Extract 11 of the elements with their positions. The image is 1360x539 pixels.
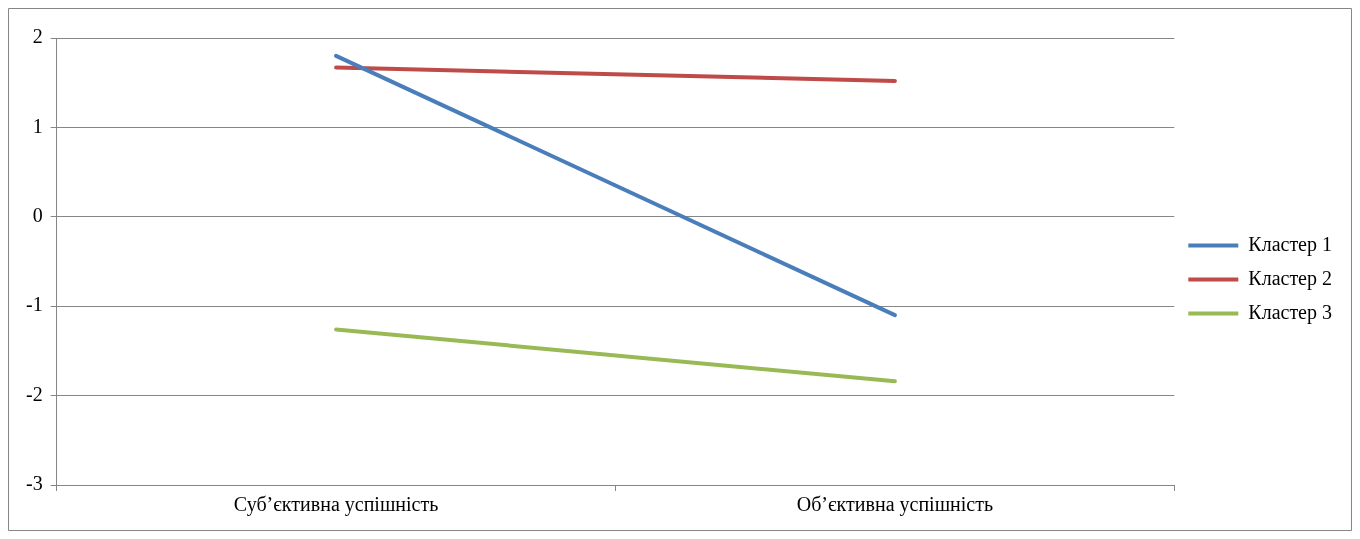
legend-label: Кластер 2 — [1248, 266, 1333, 290]
x-tick-label: Суб’єктивна успішність — [233, 493, 439, 517]
legend-label: Кластер 3 — [1248, 300, 1333, 324]
legend-label: Кластер 1 — [1248, 232, 1333, 256]
y-tick-label: -1 — [25, 293, 43, 316]
y-tick-label: 0 — [32, 204, 43, 227]
x-tick-label: Об’єктивна успішність — [796, 493, 994, 517]
y-tick-label: -3 — [25, 472, 43, 495]
y-tick-label: 1 — [32, 114, 43, 137]
y-tick-label: -2 — [25, 382, 43, 405]
y-tick-label: 2 — [32, 25, 43, 48]
